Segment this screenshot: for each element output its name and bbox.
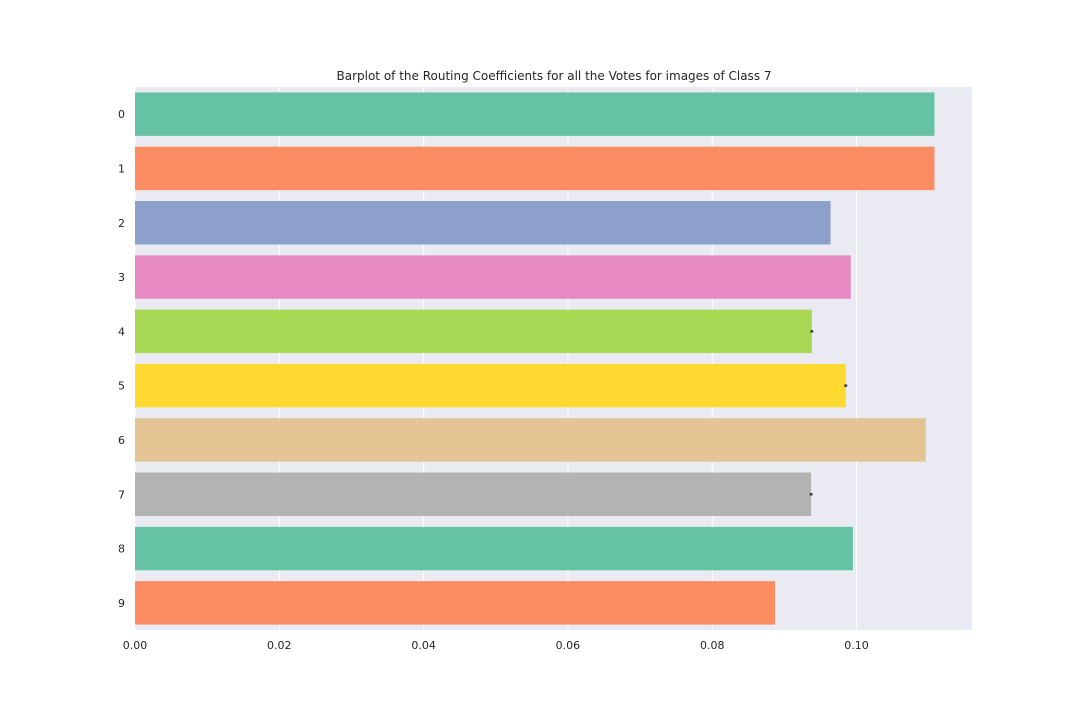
y-tick-label-9: 9 bbox=[118, 597, 125, 610]
x-tick-label-5: 0.10 bbox=[844, 639, 869, 652]
x-axis-ticks: 0.00 0.02 0.04 0.06 0.08 0.10 bbox=[123, 639, 869, 652]
y-tick-label-1: 1 bbox=[118, 162, 125, 175]
bar-5 bbox=[135, 363, 846, 408]
bar-3 bbox=[135, 255, 851, 299]
x-tick-label-1: 0.02 bbox=[267, 639, 292, 652]
bar-9 bbox=[135, 581, 776, 625]
y-axis-ticks: 0 1 2 3 4 5 6 7 8 9 bbox=[118, 108, 125, 610]
x-tick-label-3: 0.06 bbox=[556, 639, 581, 652]
bar-0 bbox=[135, 92, 935, 136]
y-tick-label-7: 7 bbox=[118, 488, 125, 501]
bar-8 bbox=[135, 526, 853, 571]
x-tick-label-2: 0.04 bbox=[411, 639, 436, 652]
y-tick-label-8: 8 bbox=[118, 543, 125, 556]
bar-2 bbox=[135, 201, 831, 245]
y-tick-label-3: 3 bbox=[118, 271, 125, 284]
x-tick-label-0: 0.00 bbox=[123, 639, 148, 652]
x-tick-label-4: 0.08 bbox=[700, 639, 725, 652]
y-tick-label-6: 6 bbox=[118, 434, 125, 447]
chart-title: Barplot of the Routing Coefficients for … bbox=[336, 69, 771, 83]
bars bbox=[135, 92, 935, 625]
bar-6 bbox=[135, 418, 926, 462]
bar-4 bbox=[135, 309, 812, 354]
bar-1 bbox=[135, 146, 935, 191]
y-tick-label-0: 0 bbox=[118, 108, 125, 121]
y-tick-label-5: 5 bbox=[118, 380, 125, 393]
y-tick-label-4: 4 bbox=[118, 325, 125, 338]
bar-7 bbox=[135, 472, 812, 516]
error-bars bbox=[809, 330, 848, 496]
y-tick-label-2: 2 bbox=[118, 217, 125, 230]
